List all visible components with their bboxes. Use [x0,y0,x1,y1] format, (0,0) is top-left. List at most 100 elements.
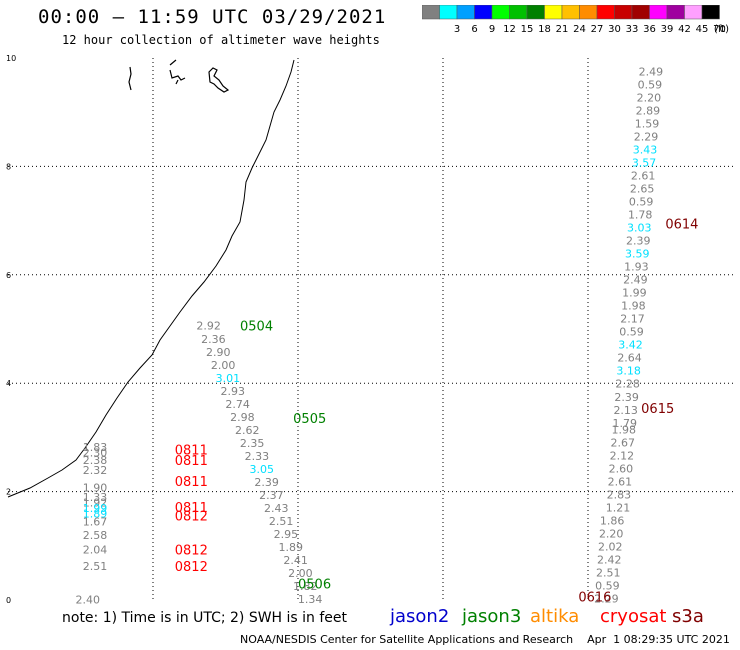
wave-height-value: 1.92 [83,496,108,509]
wave-height-value: 2.32 [83,464,108,477]
lat-tick-label: 4 [6,379,11,388]
pass-time-label: 0812 [175,560,208,575]
legend-tick-label: 24 [573,24,586,35]
wave-height-value: 2.42 [597,553,622,566]
pass-time-label: 0505 [293,412,326,427]
wave-height-value: 2.43 [264,502,289,515]
wave-height-value: 2.89 [636,105,661,118]
legend-tick-label: 21 [556,24,569,35]
lat-lon-grid [8,58,733,600]
wave-height-value: 1.82 [293,580,318,593]
map-subtitle: 12 hour collection of altimeter wave hei… [62,33,380,47]
legend-tick-label: 30 [608,24,621,35]
wave-height-value: 2.20 [637,92,662,105]
satellite-label-altika: altika [530,606,580,627]
pass-time-labels: 0504050505060614061506160811081108110811… [175,217,699,605]
lon-tick-label: 57 [583,604,593,605]
lat-tick-label: 6 [6,271,11,280]
wave-height-value: 2.02 [598,540,623,553]
wave-height-value: 3.03 [627,222,652,235]
wave-height-value: 2.29 [594,592,619,605]
legend-tick-label: 45 [696,24,709,35]
wave-height-value: 1.78 [628,209,653,222]
wave-height-value: 2.58 [83,529,108,542]
wave-height-value: 2.64 [617,352,642,365]
wave-height-value: 2.00 [288,567,313,580]
wave-height-map: 4548515457600246810 2.490.592.202.891.59… [3,54,738,605]
wave-height-value: 2.39 [254,476,279,489]
axis-tick-labels: 45 48 51 54 57 60 0 2 4 6 8 10 [3,54,738,605]
wave-height-value: 1.99 [622,287,647,300]
lat-tick-label: 0 [6,596,11,605]
wave-height-value: 2.13 [613,404,638,417]
island-outlines [128,59,230,93]
wave-height-value: 2.04 [83,544,108,557]
wave-height-value: 2.49 [639,66,664,79]
wave-height-value: 0.59 [629,196,654,209]
wave-height-value: 2.39 [626,235,651,248]
wave-height-value: 2.90 [206,346,231,359]
wave-height-value: 2.12 [610,449,635,462]
wave-height-value: 2.30 [83,447,108,460]
pass-time-label: 0616 [578,591,611,605]
pass-time-label: 0614 [665,217,698,232]
lon-tick-label: 54 [438,604,448,605]
legend-unit: (ft) [714,24,729,35]
wave-height-value: 2.20 [599,527,624,540]
wave-height-value: 2.67 [611,436,636,449]
legend-tick-label: 15 [521,24,534,35]
lat-tick-label: 10 [6,54,16,63]
wave-height-value: 2.17 [620,313,645,326]
wave-height-value: 2.65 [630,183,655,196]
wave-height-value: 2.38 [83,454,108,467]
lon-tick-label: 51 [293,604,303,605]
wave-height-value: 0.59 [638,79,663,92]
wave-height-value: 2.74 [225,398,250,411]
wave-height-value: 1.89 [279,541,304,554]
wave-height-value: 2.41 [283,554,308,567]
wave-height-value: 2.95 [274,528,299,541]
pass-time-label: 0811 [175,475,208,490]
coastline [7,59,295,498]
footer-note: note: 1) Time is in UTC; 2) SWH is in fe… [62,610,348,626]
wave-height-value: 1.33 [83,491,108,504]
wave-height-value: 2.49 [623,274,648,287]
wave-height-value: 2.37 [259,489,284,502]
wave-height-value: 0.59 [619,326,644,339]
pass-time-label: 0506 [298,578,331,593]
wave-height-value: 2.92 [196,320,221,333]
wave-height-value: 2.83 [607,488,632,501]
legend-tick-label: 12 [503,24,516,35]
wave-height-value: 3.43 [633,144,658,157]
satellite-label-cryosat: cryosat [600,606,667,627]
wave-height-value: 2.28 [615,378,640,391]
pass-time-label: 0812 [175,509,208,524]
wave-height-value: 1.67 [83,515,108,528]
wave-height-value: 1.98 [612,423,637,436]
legend-tick-label: 18 [538,24,551,35]
map-title: 00:00 – 11:59 UTC 03/29/2021 [38,6,387,28]
wave-height-value: 2.98 [230,411,255,424]
wave-height-value: 1.59 [635,118,660,131]
wave-height-value: 2.62 [235,424,260,437]
wave-height-value: 2.40 [76,593,101,605]
satellite-label-s3a: s3a [672,606,704,627]
wave-height-value: 2.35 [240,437,265,450]
lon-tick-label: 45 [3,604,13,605]
wave-height-value: 1.79 [612,417,637,430]
wave-height-value: 2.61 [631,170,656,183]
wave-height-value: 2.33 [245,450,270,463]
legend-tick-label: 39 [661,24,674,35]
pass-time-label: 0615 [641,402,674,417]
wave-height-value: 0.59 [595,579,620,592]
wave-height-value: 2.51 [269,515,294,528]
wave-height-value: 2.51 [83,560,108,573]
wave-height-value: 3.05 [250,463,275,476]
legend-tick-label: 36 [643,24,656,35]
pass-time-label: 0812 [175,544,208,559]
legend-tick-label: 42 [678,24,691,35]
observation-values: 2.490.592.202.891.592.293.433.572.612.65… [76,66,664,605]
wave-height-value: 2.51 [596,566,621,579]
lon-tick-label: 48 [148,604,158,605]
pass-time-label: 0811 [175,501,208,516]
